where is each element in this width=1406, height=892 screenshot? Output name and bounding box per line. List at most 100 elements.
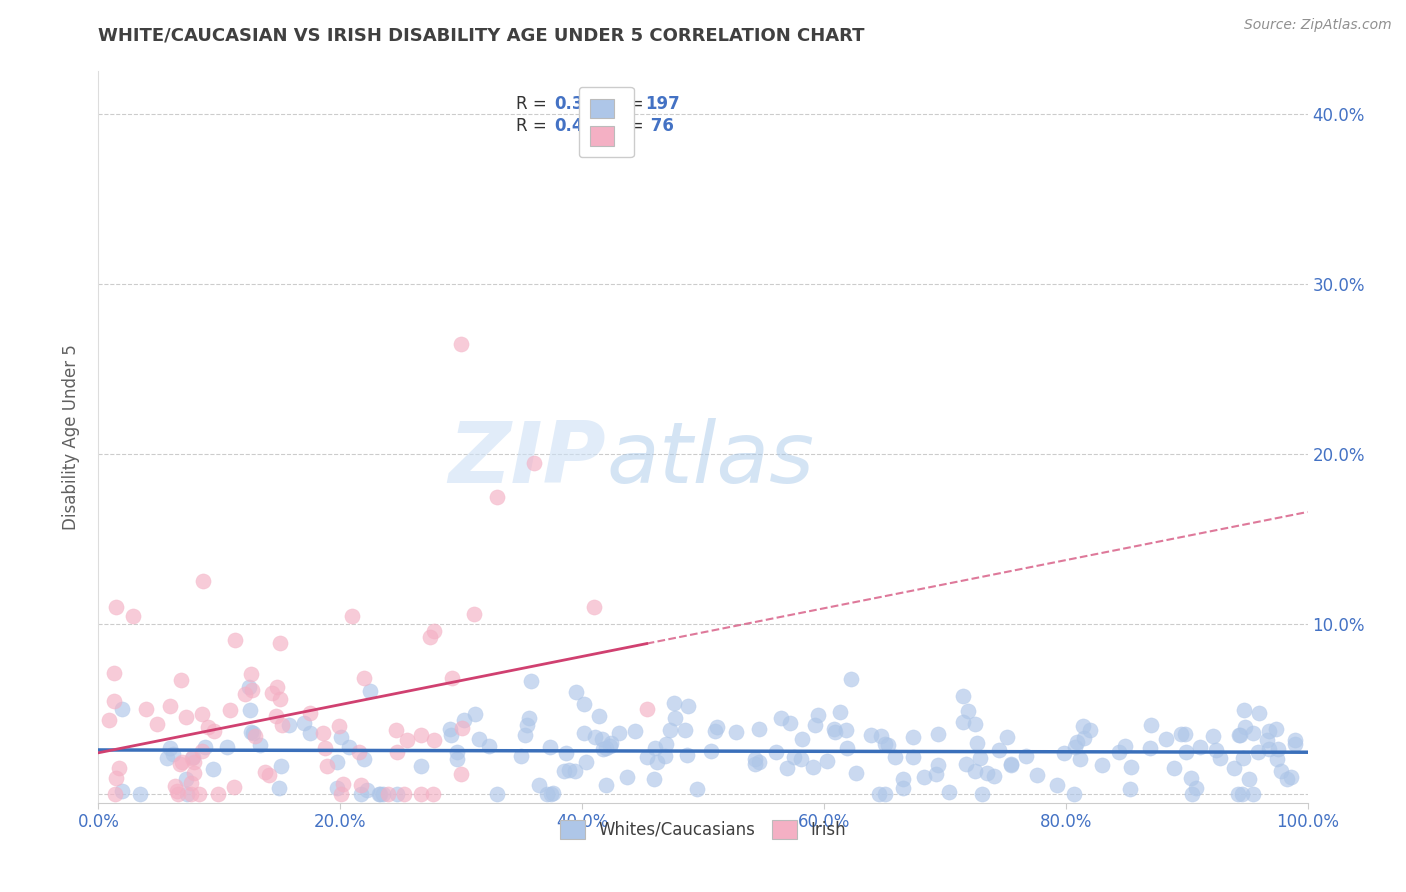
Point	[298, 725, 321, 739]
Point	[591, 731, 613, 746]
Point	[103, 694, 125, 708]
Point	[775, 761, 797, 775]
Point	[422, 733, 444, 747]
Point	[239, 703, 262, 717]
Point	[202, 724, 225, 739]
Point	[1063, 787, 1085, 801]
Point	[1270, 764, 1292, 778]
Point	[574, 725, 596, 739]
Point	[662, 696, 685, 710]
Point	[260, 686, 283, 700]
Point	[1053, 746, 1076, 760]
Point	[835, 740, 858, 755]
Point	[558, 763, 581, 777]
Point	[135, 701, 157, 715]
Point	[359, 684, 381, 698]
Point	[1233, 703, 1256, 717]
Point	[181, 749, 204, 764]
Point	[779, 715, 801, 730]
Point	[468, 731, 491, 746]
Text: ZIP: ZIP	[449, 417, 606, 500]
Point	[664, 711, 686, 725]
Point	[675, 723, 697, 738]
Point	[815, 754, 838, 768]
Point	[1229, 728, 1251, 742]
Point	[440, 728, 463, 742]
Point	[242, 725, 264, 739]
Point	[748, 722, 770, 736]
Point	[180, 787, 202, 801]
Point	[1069, 752, 1091, 766]
Point	[176, 787, 198, 801]
Point	[1119, 760, 1142, 774]
Text: 76: 76	[645, 117, 673, 136]
Point	[183, 766, 205, 780]
Point	[983, 769, 1005, 783]
Point	[686, 782, 709, 797]
Point	[1247, 745, 1270, 759]
Point	[790, 752, 813, 766]
Point	[823, 723, 845, 737]
Point	[377, 787, 399, 801]
Point	[636, 702, 658, 716]
Point	[453, 713, 475, 727]
Point	[845, 765, 868, 780]
Point	[1078, 723, 1101, 738]
Point	[180, 776, 202, 790]
Point	[197, 720, 219, 734]
Point	[659, 723, 682, 737]
Point	[1241, 726, 1264, 740]
Point	[1000, 757, 1022, 772]
Point	[169, 756, 191, 771]
Point	[332, 777, 354, 791]
Point	[744, 757, 766, 772]
Point	[240, 725, 263, 739]
Point	[1063, 740, 1085, 755]
Point	[385, 787, 408, 801]
Point	[1154, 732, 1177, 747]
Point	[987, 743, 1010, 757]
Point	[353, 752, 375, 766]
Point	[963, 717, 986, 731]
Point	[870, 729, 893, 743]
Point	[1284, 737, 1306, 751]
Point	[166, 783, 188, 797]
Point	[955, 757, 977, 772]
Point	[191, 707, 214, 722]
Point	[873, 787, 896, 801]
Point	[676, 747, 699, 762]
Text: Source: ZipAtlas.com: Source: ZipAtlas.com	[1244, 18, 1392, 32]
Point	[860, 728, 883, 742]
Point	[616, 770, 638, 784]
Point	[700, 743, 723, 757]
Point	[1071, 719, 1094, 733]
Point	[387, 745, 409, 759]
Point	[536, 787, 558, 801]
Text: atlas: atlas	[606, 417, 814, 500]
Point	[553, 764, 575, 779]
Point	[356, 783, 378, 797]
Point	[952, 714, 974, 729]
Point	[170, 673, 193, 687]
Point	[1139, 740, 1161, 755]
Point	[543, 786, 565, 800]
Point	[1267, 741, 1289, 756]
Point	[592, 742, 614, 756]
Point	[233, 687, 256, 701]
Legend: Whites/Caucasians, Irish: Whites/Caucasians, Irish	[554, 814, 852, 846]
Text: 197: 197	[645, 95, 679, 113]
Point	[450, 336, 472, 351]
Point	[1275, 772, 1298, 786]
Point	[486, 490, 509, 504]
Point	[599, 739, 621, 754]
Point	[446, 752, 468, 766]
Point	[1045, 779, 1067, 793]
Point	[239, 667, 262, 681]
Point	[624, 723, 647, 738]
Point	[1026, 767, 1049, 781]
Point	[636, 750, 658, 764]
Point	[243, 730, 266, 744]
Point	[439, 722, 461, 736]
Point	[330, 787, 353, 801]
Point	[1181, 787, 1204, 801]
